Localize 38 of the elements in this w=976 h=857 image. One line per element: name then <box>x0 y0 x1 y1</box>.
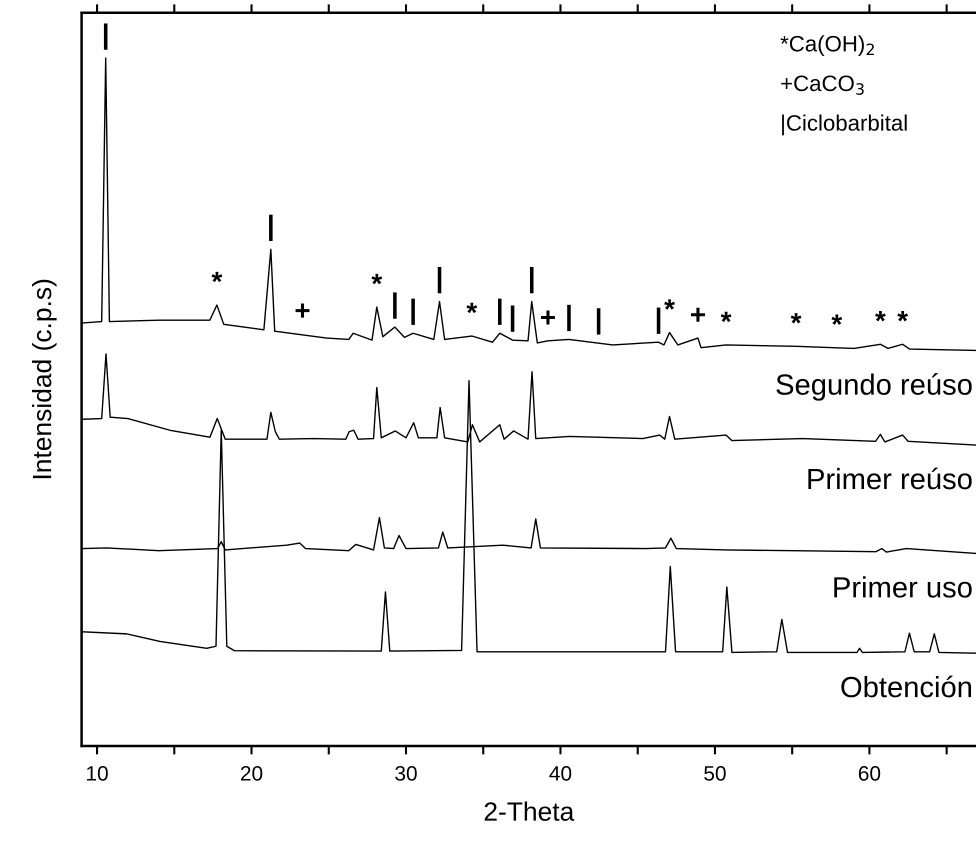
annotation: + <box>541 310 555 325</box>
annotation: | <box>530 266 534 294</box>
x-tick-label: 10 <box>87 766 108 781</box>
annotation: | <box>104 23 108 50</box>
annotation: + <box>296 304 310 318</box>
annotation: |Ciclobarbital <box>782 114 907 136</box>
text: *Ca(OH)$_{2}$ <box>780 35 874 56</box>
x-tick-label: 40 <box>549 766 572 781</box>
annotation: * <box>875 311 886 322</box>
annotation: | <box>498 298 502 325</box>
annotation: | <box>438 266 442 294</box>
annotation: | <box>393 292 397 319</box>
series-label: Segundo reúso <box>776 373 972 401</box>
x-axis-title: 2-Theta <box>484 802 574 821</box>
annotation: * <box>790 313 802 324</box>
annotation: | <box>269 214 273 242</box>
annotation: | <box>596 308 600 335</box>
annotation: +CaCO$_{3}$ <box>781 75 864 95</box>
annotation: * <box>720 312 732 322</box>
annotation: | <box>567 304 571 332</box>
x-tick-label: 60 <box>858 766 880 781</box>
annotation: * <box>466 302 478 314</box>
annotation: | <box>411 298 415 325</box>
annotation: * <box>897 311 908 322</box>
x-tick-label: 50 <box>704 766 726 781</box>
series-label: Obtención <box>841 676 972 698</box>
annotation: | <box>656 308 660 334</box>
series-label: Primer reúso <box>808 468 972 490</box>
annotation: * <box>371 274 382 284</box>
y-axis-title: Intensidad (c.p.s) <box>32 280 57 478</box>
annotation: * <box>664 299 675 310</box>
annotation: + <box>691 308 705 322</box>
x-tick-label: 30 <box>395 766 417 781</box>
annotation: * <box>831 314 842 325</box>
x-tick-label: 20 <box>240 766 262 781</box>
annotation: * <box>212 272 222 282</box>
series-label: Primer uso <box>834 576 972 598</box>
annotation: | <box>510 306 514 332</box>
